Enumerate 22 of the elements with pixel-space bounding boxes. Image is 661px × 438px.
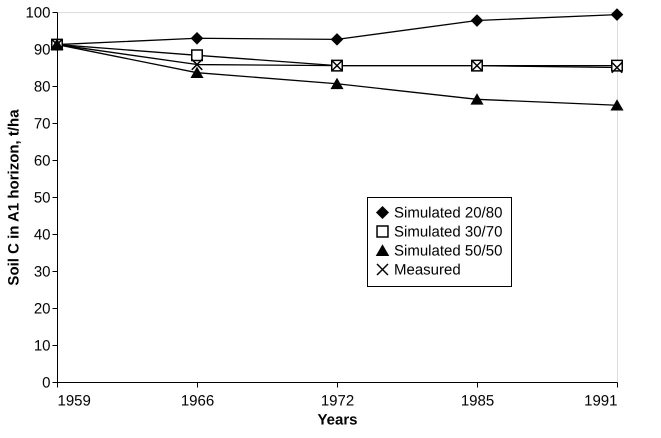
legend-label: Simulated 50/50 bbox=[394, 242, 502, 260]
x-tick-label: 1966 bbox=[180, 392, 214, 410]
y-tick-label: 100 bbox=[25, 4, 50, 22]
x-tick-label: 1972 bbox=[320, 392, 354, 410]
x-tick-label: 1959 bbox=[58, 392, 91, 410]
y-tick-label: 30 bbox=[34, 264, 50, 280]
y-tick-label: 10 bbox=[34, 338, 50, 354]
legend-label: Measured bbox=[394, 262, 461, 278]
legend-label: Simulated 30/70 bbox=[394, 224, 502, 240]
x-axis-title: Years bbox=[317, 412, 358, 428]
y-tick-label: 50 bbox=[34, 190, 50, 206]
y-tick-label: 40 bbox=[34, 226, 50, 244]
y-tick-label: 70 bbox=[34, 116, 50, 132]
y-tick-label: 90 bbox=[34, 42, 50, 58]
y-tick-label: 0 bbox=[42, 374, 50, 392]
legend-label: Simulated 20/80 bbox=[394, 204, 502, 222]
y-tick-label: 60 bbox=[34, 152, 50, 170]
y-axis-title: Soil C in A1 horizon, t/ha bbox=[5, 108, 22, 286]
x-tick-label: 1985 bbox=[460, 392, 494, 410]
y-tick-label: 80 bbox=[34, 78, 50, 96]
x-tick-label: 1991 bbox=[584, 392, 618, 410]
y-tick-label: 20 bbox=[34, 300, 50, 318]
